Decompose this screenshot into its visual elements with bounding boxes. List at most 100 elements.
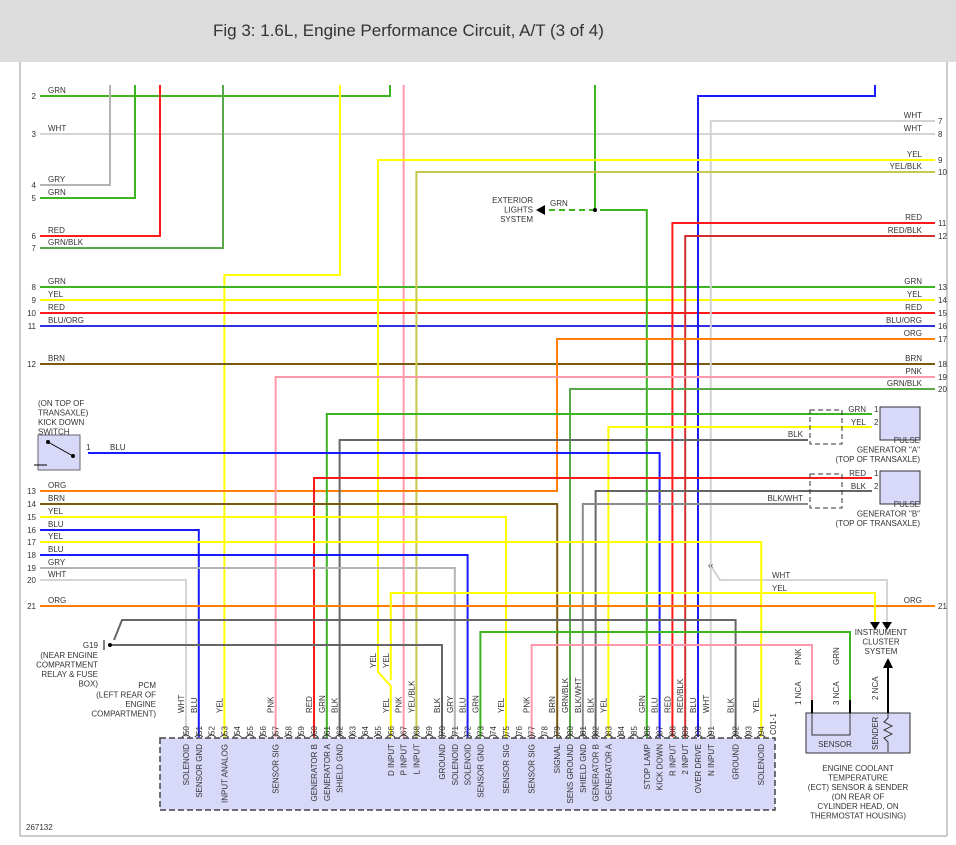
pcm-wire-label: GRN <box>471 695 480 713</box>
pcm-wire-label: BRN <box>548 696 557 713</box>
pcm-pin-function: OVER DRIVE <box>694 744 703 793</box>
wire-yel <box>389 592 876 680</box>
right-row-number: 11 <box>938 219 947 228</box>
pcm-pin-number: 77 <box>528 726 537 735</box>
right-wire-label: YEL <box>907 290 923 299</box>
arrow-left-icon <box>536 205 545 215</box>
pcm-pin-number: 72 <box>464 726 473 735</box>
pcm-pin-function: GENERATOR B <box>592 744 601 802</box>
pcm-pin-number: 65 <box>374 726 383 735</box>
pcm-pin-function: SENSOR GND <box>476 744 485 798</box>
wire-red <box>313 477 872 737</box>
left-wire-label: WHT <box>48 570 66 579</box>
wire-label: RED <box>849 469 866 478</box>
ect-pin-label: 1 NCA <box>794 681 803 705</box>
wire-label: BLK/WHT <box>767 494 803 503</box>
pcm-pin-function: SIGNAL <box>553 743 562 773</box>
left-row-number: 2 <box>32 92 37 101</box>
pin-terminal-icon <box>207 734 216 738</box>
left-wire-label: GRN <box>48 86 66 95</box>
right-row-number: 19 <box>938 373 947 382</box>
wire-grn-blk <box>40 85 224 249</box>
pulse-generator-b-label: PULSE <box>894 500 920 509</box>
wire-blk-wht <box>581 503 808 737</box>
pcm-pin-function: SOLENOID <box>464 744 473 786</box>
left-row-number: 12 <box>27 360 36 369</box>
pin-terminal-icon <box>399 734 408 738</box>
wire-grn <box>40 85 136 199</box>
pcm-pin-number: 68 <box>412 726 421 735</box>
pcm-wire-label: PNK <box>523 696 532 713</box>
pcm-pin-number: 61 <box>323 726 332 735</box>
wire-yel <box>40 541 763 737</box>
pcm-label: ENGINE <box>125 700 156 709</box>
right-row-number: 8 <box>938 130 943 139</box>
left-row-number: 11 <box>28 322 37 331</box>
pin-terminal-icon <box>501 734 511 738</box>
pin-terminal-icon <box>412 734 421 738</box>
kick-down-switch <box>37 434 81 471</box>
pcm-pin-number: 81 <box>579 726 588 735</box>
pin-terminal-icon <box>655 734 664 738</box>
pin-terminal-icon <box>706 734 716 738</box>
pin-terminal-icon <box>514 734 524 738</box>
pcm-wire-label: BLK <box>587 697 596 713</box>
pin-terminal-icon <box>488 734 498 738</box>
pcm-pin-number: 73 <box>476 726 485 735</box>
right-wire-label: YEL/BLK <box>890 162 923 171</box>
pcm-pin-function: L INPUT <box>412 744 421 774</box>
pin-terminal-icon <box>552 734 562 738</box>
ground-label: RELAY & FUSE <box>41 670 98 679</box>
sender-resistor-icon <box>882 713 894 752</box>
ect-sender-label: SENDER <box>871 716 880 750</box>
left-wire-label: BLU <box>48 545 64 554</box>
pcm-pin-number: 83 <box>604 726 613 735</box>
pin-terminal-icon <box>194 734 204 738</box>
exterior-lights-label: SYSTEM <box>500 215 533 224</box>
wire-blu <box>40 529 200 737</box>
pin-terminal-icon <box>463 734 472 738</box>
pin-terminal-icon <box>296 734 306 738</box>
pcm-pin-function: INPUT ANALOG <box>220 744 229 803</box>
right-row-number: 13 <box>938 283 947 292</box>
wire-label: BLK <box>851 482 867 491</box>
pcm-pin-number: 93 <box>744 726 753 735</box>
pcm-wire-label: WHT <box>702 695 711 713</box>
pulse-generator-b <box>879 470 921 505</box>
pcm-pin-function: SENSOR SIG <box>528 744 537 794</box>
pcm-pin-number: 52 <box>208 726 217 735</box>
pcm-wire-label: YEL <box>215 697 224 713</box>
ect-sensor-label: SENSOR <box>818 740 852 749</box>
right-wire-label: GRN/BLK <box>887 379 923 388</box>
pcm-wire-label: GRN/BLK <box>561 677 570 713</box>
switch-terminal <box>71 454 75 458</box>
pcm-pin-number: 60 <box>310 726 319 735</box>
pin-terminal-icon <box>360 734 370 738</box>
pcm-wire-label: BLU <box>689 697 698 713</box>
pcm-pin-number: 76 <box>515 726 524 735</box>
left-wire-label: ORG <box>48 596 66 605</box>
pcm-wire-label: GRN <box>638 695 647 713</box>
pcm-pin-number: 79 <box>553 726 562 735</box>
ect-label: ENGINE COOLANT <box>822 764 894 773</box>
pin-terminal-icon <box>284 734 293 738</box>
wire-label: YEL <box>851 418 867 427</box>
pcm-pin-number: 74 <box>489 726 498 735</box>
connector-icon: ‹‹ <box>708 561 714 570</box>
pcm-pin-function: R INPUT <box>668 744 677 776</box>
left-row-number: 5 <box>32 194 37 203</box>
ground-label: COMPARTMENT <box>36 661 98 670</box>
pcm-pin-number: 54 <box>233 726 242 735</box>
pcm-pin-function: D INPUT <box>387 744 396 776</box>
pcm-wire-label: YEL <box>497 697 506 713</box>
left-wire-label: BLU <box>48 520 64 529</box>
pcm-pin-number: 50 <box>182 726 191 735</box>
ground-label: BOX) <box>78 680 98 689</box>
arrow-down-icon <box>870 622 880 630</box>
connector-id: C01-1 <box>769 713 778 735</box>
right-wire-label: BRN <box>905 354 922 363</box>
left-wire-label: RED <box>48 303 65 312</box>
right-row-number: 12 <box>938 232 947 241</box>
pcm-wire-label: GRN <box>318 695 327 713</box>
kick-down-switch-label: SWITCH <box>38 428 70 437</box>
